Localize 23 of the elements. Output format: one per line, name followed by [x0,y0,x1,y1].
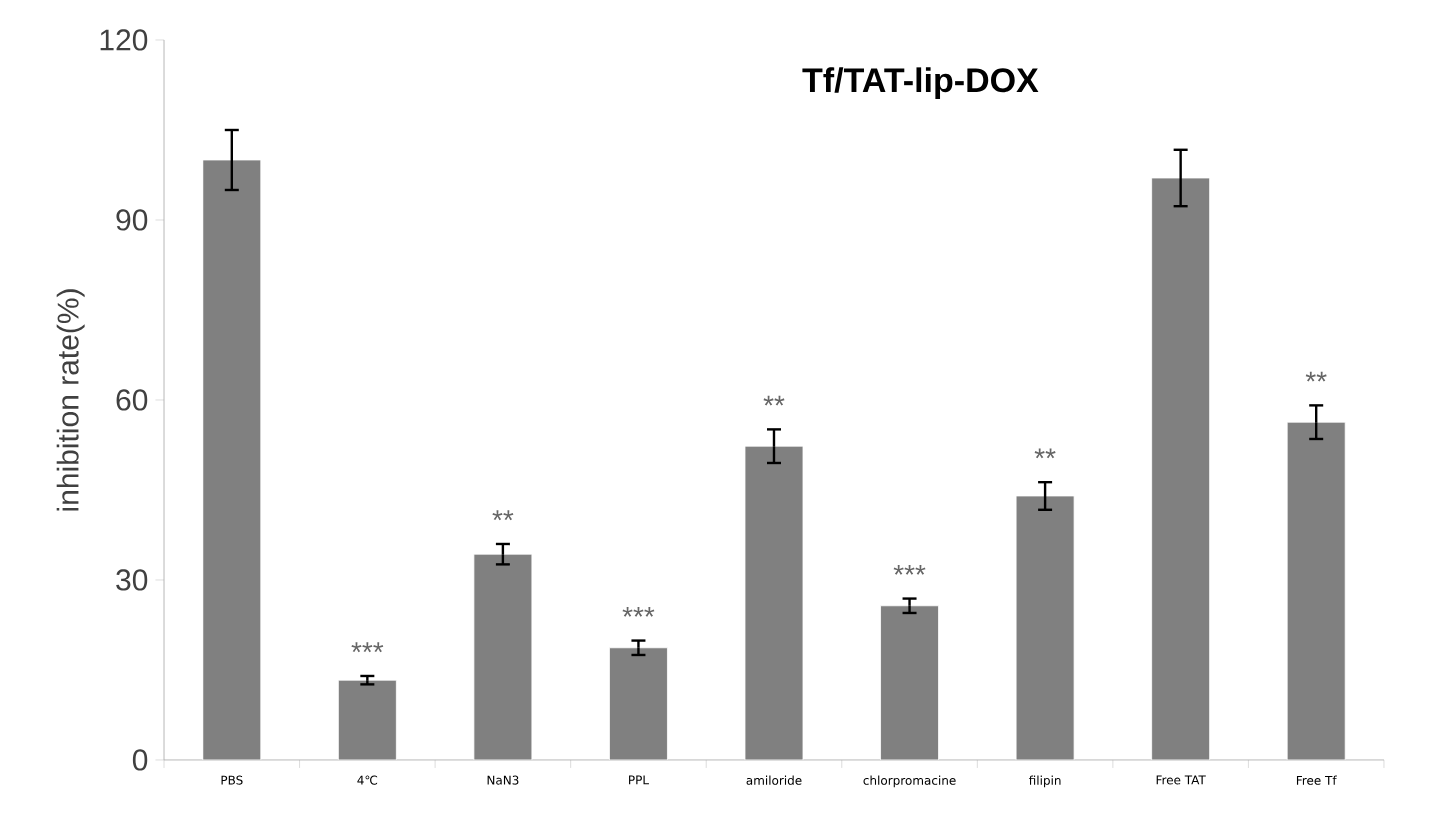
annotation: *** [351,642,384,653]
text: Tf/TAT-lip-DOX [802,67,1039,100]
annotation: ** [1034,448,1056,459]
bar [609,647,668,760]
y-tick-label: 90 [116,209,148,231]
bar [337,679,397,760]
annotation: *** [622,606,655,617]
bar [744,445,804,760]
y-tick-label: 60 [116,389,148,411]
y-tick-label: 120 [100,29,148,51]
bar [1015,495,1075,760]
annotation: *** [893,564,926,575]
bar [1286,421,1346,760]
bar [1151,177,1211,760]
annotation: ** [763,395,785,406]
annotation: ** [1305,371,1327,382]
y-tick-label: 30 [116,569,148,591]
y-tick-label: 0 [132,749,148,771]
annotation: ** [492,510,514,521]
y-axis-title: inhibition rate(%) [56,289,85,511]
bar [473,553,533,760]
bar [880,605,939,760]
bar [202,159,262,760]
